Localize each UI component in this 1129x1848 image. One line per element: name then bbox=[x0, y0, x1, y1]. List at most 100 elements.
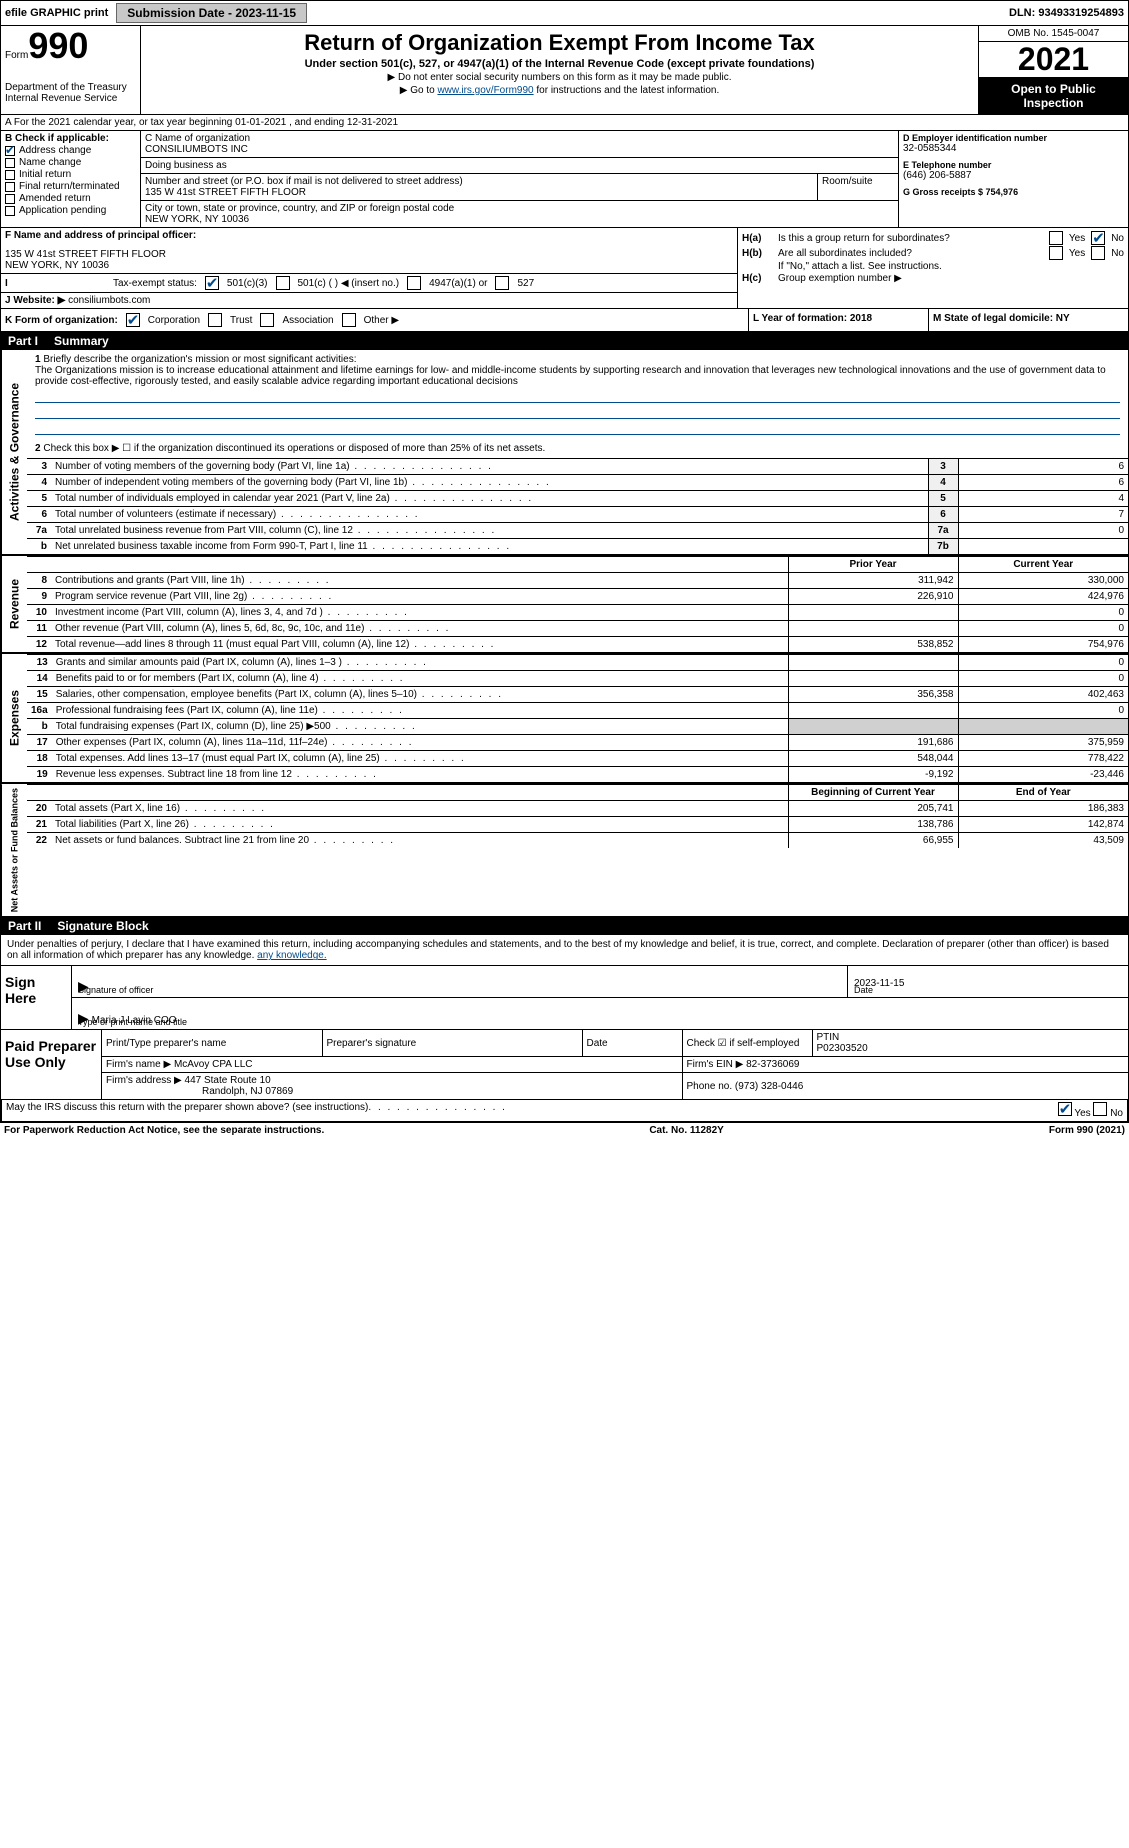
address-change-checkbox[interactable] bbox=[5, 146, 15, 156]
prep-sig-label: Preparer's signature bbox=[322, 1030, 582, 1057]
initial-return-checkbox[interactable] bbox=[5, 170, 15, 180]
side-label-expenses: Expenses bbox=[1, 654, 27, 782]
city-label: City or town, state or province, country… bbox=[145, 203, 894, 214]
section-l: L Year of formation: 2018 bbox=[748, 309, 928, 331]
org-name: CONSILIUMBOTS INC bbox=[145, 144, 894, 155]
ha-no-checkbox[interactable] bbox=[1091, 231, 1105, 245]
table-row: 17Other expenses (Part IX, column (A), l… bbox=[27, 735, 1128, 751]
table-row: bTotal fundraising expenses (Part IX, co… bbox=[27, 719, 1128, 735]
section-b-to-g: B Check if applicable: Address change Na… bbox=[0, 131, 1129, 228]
table-row: 21Total liabilities (Part X, line 26)138… bbox=[27, 817, 1128, 833]
submission-date-button[interactable]: Submission Date - 2023-11-15 bbox=[116, 3, 307, 23]
table-row: 16aProfessional fundraising fees (Part I… bbox=[27, 703, 1128, 719]
officer-addr2: NEW YORK, NY 10036 bbox=[5, 260, 733, 271]
irs-label: Internal Revenue Service bbox=[5, 93, 136, 104]
amended-return-checkbox[interactable] bbox=[5, 194, 15, 204]
table-row: 14Benefits paid to or for members (Part … bbox=[27, 671, 1128, 687]
final-return-checkbox[interactable] bbox=[5, 182, 15, 192]
table-row: 10Investment income (Part VIII, column (… bbox=[27, 605, 1128, 621]
efile-label: efile GRAPHIC print bbox=[5, 7, 108, 19]
form-word: Form bbox=[5, 50, 28, 61]
header-left: Form990 Department of the Treasury Inter… bbox=[1, 26, 141, 114]
assoc-checkbox[interactable] bbox=[260, 313, 274, 327]
table-row: 7aTotal unrelated business revenue from … bbox=[27, 523, 1128, 539]
table-row: 20Total assets (Part X, line 16)205,7411… bbox=[27, 801, 1128, 817]
section-f-to-j: F Name and address of principal officer:… bbox=[0, 228, 1129, 309]
hb-no-checkbox[interactable] bbox=[1091, 246, 1105, 260]
part-1-body: Activities & Governance 1 Briefly descri… bbox=[0, 350, 1129, 917]
table-row: 15Salaries, other compensation, employee… bbox=[27, 687, 1128, 703]
mission-text: The Organizations mission is to increase… bbox=[35, 365, 1120, 387]
tax-status-row: I Tax-exempt status: 501(c)(3) 501(c) ( … bbox=[1, 273, 737, 292]
header-middle: Return of Organization Exempt From Incom… bbox=[141, 26, 978, 114]
table-row: bNet unrelated business taxable income f… bbox=[27, 539, 1128, 555]
net-assets-section: Net Assets or Fund Balances Beginning of… bbox=[1, 782, 1128, 916]
section-b: B Check if applicable: Address change Na… bbox=[1, 131, 141, 227]
row-a-tax-year: A For the 2021 calendar year, or tax yea… bbox=[0, 115, 1129, 131]
street-label: Number and street (or P.O. box if mail i… bbox=[145, 176, 813, 187]
revenue-section: Revenue Prior YearCurrent Year8Contribut… bbox=[1, 554, 1128, 652]
dln-label: DLN: 93493319254893 bbox=[1009, 7, 1124, 19]
firm-addr2: Randolph, NJ 07869 bbox=[106, 1086, 293, 1097]
hb-yes-checkbox[interactable] bbox=[1049, 246, 1063, 260]
expenses-table: 13Grants and similar amounts paid (Part … bbox=[27, 654, 1128, 782]
ha-yes-checkbox[interactable] bbox=[1049, 231, 1063, 245]
section-d-e-g: D Employer identification number 32-0585… bbox=[898, 131, 1128, 227]
discuss-no-checkbox[interactable] bbox=[1093, 1102, 1107, 1116]
instruction-2: ▶ Go to www.irs.gov/Form990 for instruct… bbox=[145, 85, 974, 96]
header-right: OMB No. 1545-0047 2021 Open to Public In… bbox=[978, 26, 1128, 114]
table-row: 11Other revenue (Part VIII, column (A), … bbox=[27, 621, 1128, 637]
part-2-header: Part II Signature Block bbox=[0, 917, 1129, 935]
firm-name: McAvoy CPA LLC bbox=[174, 1059, 253, 1070]
tax-year: 2021 bbox=[979, 42, 1128, 78]
room-suite-label: Room/suite bbox=[818, 174, 898, 200]
instruction-1: ▶ Do not enter social security numbers o… bbox=[145, 72, 974, 83]
table-row: 8Contributions and grants (Part VIII, li… bbox=[27, 573, 1128, 589]
table-row: 5Total number of individuals employed in… bbox=[27, 491, 1128, 507]
form-header: Form990 Department of the Treasury Inter… bbox=[0, 26, 1129, 115]
form-id: Form 990 (2021) bbox=[1049, 1125, 1125, 1136]
side-label-revenue: Revenue bbox=[1, 556, 27, 652]
ptin-value: P02303520 bbox=[817, 1043, 868, 1054]
section-b-label: B Check if applicable: bbox=[5, 133, 136, 144]
pra-notice: For Paperwork Reduction Act Notice, see … bbox=[4, 1125, 324, 1136]
page-footer: For Paperwork Reduction Act Notice, see … bbox=[0, 1123, 1129, 1138]
discuss-yes-checkbox[interactable] bbox=[1058, 1102, 1072, 1116]
app-pending-checkbox[interactable] bbox=[5, 206, 15, 216]
527-checkbox[interactable] bbox=[495, 276, 509, 290]
side-label-net-assets: Net Assets or Fund Balances bbox=[1, 784, 27, 916]
officer-addr1: 135 W 41st STREET FIFTH FLOOR bbox=[5, 249, 733, 260]
section-k: K Form of organization: Corporation Trus… bbox=[1, 309, 748, 331]
other-checkbox[interactable] bbox=[342, 313, 356, 327]
ein-value: 32-0585344 bbox=[903, 143, 1124, 154]
part-1-header: Part I Summary bbox=[0, 332, 1129, 350]
phone-value: (646) 206-5887 bbox=[903, 170, 1124, 181]
side-label-governance: Activities & Governance bbox=[1, 350, 27, 554]
table-row: 3Number of voting members of the governi… bbox=[27, 459, 1128, 475]
table-row: 12Total revenue—add lines 8 through 11 (… bbox=[27, 637, 1128, 653]
irs-link[interactable]: www.irs.gov/Form990 bbox=[437, 85, 533, 96]
section-m: M State of legal domicile: NY bbox=[928, 309, 1128, 331]
open-to-public: Open to Public Inspection bbox=[979, 78, 1128, 114]
city-value: NEW YORK, NY 10036 bbox=[145, 214, 894, 225]
activities-governance-section: Activities & Governance 1 Briefly descri… bbox=[1, 350, 1128, 554]
form-subtitle: Under section 501(c), 527, or 4947(a)(1)… bbox=[145, 58, 974, 70]
name-change-checkbox[interactable] bbox=[5, 158, 15, 168]
signature-block: Under penalties of perjury, I declare th… bbox=[0, 935, 1129, 1123]
form-title: Return of Organization Exempt From Incom… bbox=[145, 30, 974, 56]
phone-label: E Telephone number bbox=[903, 160, 1124, 170]
self-employed: Check ☑ if self-employed bbox=[682, 1030, 812, 1057]
firm-addr1: 447 State Route 10 bbox=[185, 1075, 271, 1086]
paid-preparer-label: Paid Preparer Use Only bbox=[1, 1030, 101, 1099]
corp-checkbox[interactable] bbox=[126, 313, 140, 327]
501c3-checkbox[interactable] bbox=[205, 276, 219, 290]
501c-checkbox[interactable] bbox=[276, 276, 290, 290]
trust-checkbox[interactable] bbox=[208, 313, 222, 327]
website-value: consiliumbots.com bbox=[68, 295, 150, 306]
4947-checkbox[interactable] bbox=[407, 276, 421, 290]
prep-date-label: Date bbox=[582, 1030, 682, 1057]
table-row: 18Total expenses. Add lines 13–17 (must … bbox=[27, 751, 1128, 767]
table-row: 6Total number of volunteers (estimate if… bbox=[27, 507, 1128, 523]
line-2-text: Check this box ▶ ☐ if the organization d… bbox=[43, 443, 545, 454]
firm-ein: 82-3736069 bbox=[746, 1059, 799, 1070]
